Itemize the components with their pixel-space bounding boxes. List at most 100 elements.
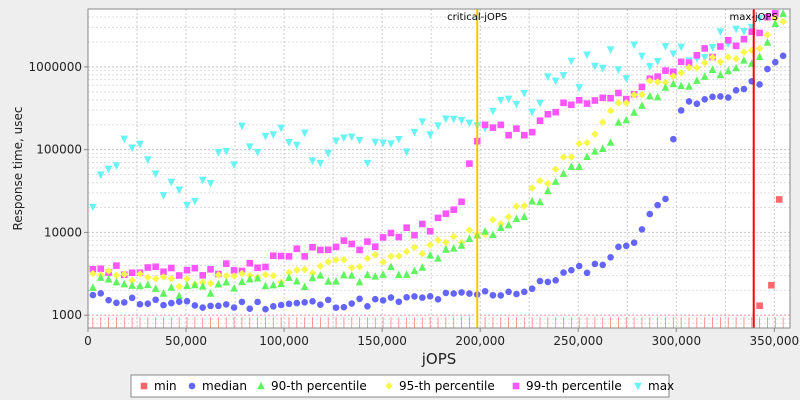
data-point bbox=[504, 220, 513, 229]
data-point bbox=[685, 82, 693, 90]
data-point bbox=[411, 293, 418, 300]
axis-ticks: 0 50,000 100,000 150,000 200,000 250,000 300,0… bbox=[29, 60, 800, 348]
data-point bbox=[332, 304, 340, 311]
data-point bbox=[779, 17, 787, 26]
data-point bbox=[677, 58, 685, 66]
data-point bbox=[89, 203, 97, 212]
data-point bbox=[152, 263, 159, 271]
legend-entry-label: 95-th percentile bbox=[399, 379, 495, 393]
data-point bbox=[591, 260, 599, 268]
data-point bbox=[465, 234, 474, 243]
data-point bbox=[175, 186, 183, 195]
data-point bbox=[638, 52, 646, 61]
data-point bbox=[513, 290, 520, 298]
data-point bbox=[285, 253, 293, 260]
data-point bbox=[222, 277, 231, 286]
data-point bbox=[183, 274, 191, 283]
data-point bbox=[113, 262, 120, 269]
data-point bbox=[238, 269, 246, 278]
data-point bbox=[112, 277, 121, 286]
data-point bbox=[528, 184, 536, 192]
data-point bbox=[693, 64, 701, 72]
data-point bbox=[568, 266, 575, 274]
data-point bbox=[551, 177, 560, 185]
data-point bbox=[151, 274, 160, 283]
data-point bbox=[426, 227, 434, 235]
data-point bbox=[583, 100, 591, 107]
data-point bbox=[261, 281, 270, 290]
data-point bbox=[269, 280, 278, 289]
data-point bbox=[669, 50, 678, 59]
data-point bbox=[505, 288, 512, 296]
data-point bbox=[708, 44, 717, 52]
data-point bbox=[449, 244, 458, 252]
data-point bbox=[552, 108, 559, 116]
series-99-th-percentile bbox=[89, 10, 779, 279]
data-point bbox=[418, 249, 427, 258]
data-point bbox=[104, 275, 113, 283]
data-point bbox=[300, 282, 309, 291]
data-point bbox=[520, 89, 529, 98]
data-point bbox=[379, 270, 387, 278]
data-point bbox=[277, 252, 285, 260]
data-point bbox=[677, 81, 685, 90]
data-point bbox=[771, 10, 779, 17]
data-point bbox=[716, 57, 725, 66]
data-point bbox=[308, 269, 317, 277]
data-point bbox=[152, 296, 159, 304]
data-point bbox=[214, 149, 223, 157]
legend-entry-label: max bbox=[648, 379, 674, 393]
data-point bbox=[606, 106, 615, 115]
data-point bbox=[442, 245, 450, 253]
data-point bbox=[214, 279, 223, 288]
data-point bbox=[599, 261, 607, 269]
data-point bbox=[199, 272, 207, 279]
data-point bbox=[520, 131, 528, 139]
data-point bbox=[151, 170, 160, 179]
data-point bbox=[387, 262, 395, 271]
data-point bbox=[442, 210, 450, 218]
data-point bbox=[206, 289, 215, 297]
data-point bbox=[598, 118, 607, 126]
data-point bbox=[371, 295, 379, 303]
series-min bbox=[756, 196, 783, 310]
data-point bbox=[144, 280, 152, 289]
data-point bbox=[222, 147, 231, 156]
data-point bbox=[756, 302, 763, 310]
data-point bbox=[340, 270, 348, 279]
data-point bbox=[191, 264, 199, 272]
data-point bbox=[497, 121, 505, 129]
data-point bbox=[756, 81, 763, 88]
data-point bbox=[402, 247, 411, 256]
data-point bbox=[309, 243, 316, 251]
data-point bbox=[575, 262, 583, 270]
data-point bbox=[724, 94, 732, 101]
data-point bbox=[324, 277, 333, 285]
data-point bbox=[740, 48, 748, 56]
data-point bbox=[89, 283, 97, 291]
data-point bbox=[151, 284, 160, 292]
data-point bbox=[740, 56, 748, 64]
data-point bbox=[442, 238, 450, 247]
data-point bbox=[402, 148, 411, 157]
data-point bbox=[277, 279, 285, 288]
data-point bbox=[489, 215, 497, 224]
data-point bbox=[661, 78, 670, 87]
data-point bbox=[669, 79, 678, 88]
data-point bbox=[504, 213, 513, 221]
data-point bbox=[583, 51, 591, 60]
data-point bbox=[638, 226, 646, 233]
data-point bbox=[144, 264, 152, 271]
data-point bbox=[230, 304, 238, 311]
x-tick-label: 300,000 bbox=[651, 334, 701, 348]
data-point bbox=[238, 277, 246, 286]
data-point bbox=[363, 270, 372, 279]
data-point bbox=[144, 300, 152, 308]
data-point bbox=[434, 296, 442, 303]
series-max bbox=[89, 15, 764, 212]
data-point bbox=[363, 254, 372, 263]
data-point bbox=[348, 300, 356, 307]
data-point bbox=[756, 29, 763, 37]
plot-area bbox=[88, 9, 790, 328]
data-point bbox=[183, 201, 191, 210]
